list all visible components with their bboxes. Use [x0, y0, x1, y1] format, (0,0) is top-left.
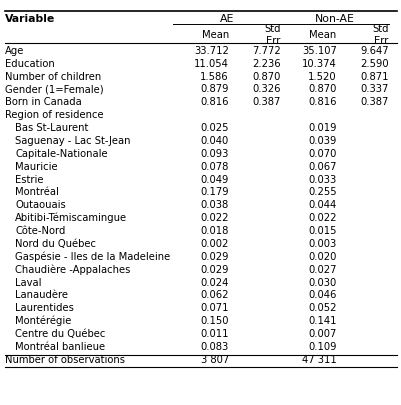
- Text: 0.024: 0.024: [200, 277, 229, 288]
- Text: Montérégie: Montérégie: [15, 316, 71, 326]
- Text: 0.179: 0.179: [200, 188, 229, 198]
- Text: 2.236: 2.236: [251, 59, 280, 69]
- Text: 0.011: 0.011: [200, 329, 229, 339]
- Text: Mean: Mean: [309, 30, 336, 40]
- Text: Education: Education: [5, 59, 55, 69]
- Text: 0.018: 0.018: [200, 226, 229, 236]
- Text: 0.071: 0.071: [200, 303, 229, 313]
- Text: Côte-Nord: Côte-Nord: [15, 226, 66, 236]
- Text: 0.387: 0.387: [359, 97, 388, 107]
- Text: 0.046: 0.046: [308, 290, 336, 301]
- Text: Laurentides: Laurentides: [15, 303, 74, 313]
- Text: Nord du Québec: Nord du Québec: [15, 239, 96, 249]
- Text: 0.387: 0.387: [252, 97, 280, 107]
- Text: 0.007: 0.007: [308, 329, 336, 339]
- Text: 0.015: 0.015: [308, 226, 336, 236]
- Text: 47 311: 47 311: [301, 355, 336, 365]
- Text: 0.030: 0.030: [308, 277, 336, 288]
- Text: 11.054: 11.054: [194, 59, 229, 69]
- Text: 0.020: 0.020: [308, 252, 336, 262]
- Text: 0.049: 0.049: [200, 175, 229, 185]
- Text: 0.337: 0.337: [359, 85, 388, 94]
- Text: 3 807: 3 807: [200, 355, 229, 365]
- Text: 9.647: 9.647: [359, 46, 388, 56]
- Text: 0.062: 0.062: [200, 290, 229, 301]
- Text: 0.870: 0.870: [252, 72, 280, 81]
- Text: 0.150: 0.150: [200, 316, 229, 326]
- Text: Number of children: Number of children: [5, 72, 101, 81]
- Text: Outaouais: Outaouais: [15, 200, 66, 210]
- Text: Estrie: Estrie: [15, 175, 44, 185]
- Text: Mauricie: Mauricie: [15, 162, 58, 172]
- Text: 0.326: 0.326: [252, 85, 280, 94]
- Text: Laval: Laval: [15, 277, 42, 288]
- Text: 0.255: 0.255: [307, 188, 336, 198]
- Text: Gender (1=Female): Gender (1=Female): [5, 85, 104, 94]
- Text: Born in Canada: Born in Canada: [5, 97, 82, 107]
- Text: Std
Err: Std Err: [371, 24, 388, 46]
- Text: Age: Age: [5, 46, 25, 56]
- Text: 0.141: 0.141: [308, 316, 336, 326]
- Text: 2.590: 2.590: [359, 59, 388, 69]
- Text: Centre du Québec: Centre du Québec: [15, 329, 105, 339]
- Text: Number of observations: Number of observations: [5, 355, 125, 365]
- Text: Capitale-Nationale: Capitale-Nationale: [15, 149, 108, 159]
- Text: 0.033: 0.033: [308, 175, 336, 185]
- Text: 0.019: 0.019: [308, 123, 336, 133]
- Text: 0.870: 0.870: [308, 85, 336, 94]
- Text: 0.816: 0.816: [308, 97, 336, 107]
- Text: 0.022: 0.022: [200, 213, 229, 223]
- Text: Montréal: Montréal: [15, 188, 59, 198]
- Text: 0.022: 0.022: [308, 213, 336, 223]
- Text: Region of residence: Region of residence: [5, 110, 104, 120]
- Text: Saguenay - Lac St-Jean: Saguenay - Lac St-Jean: [15, 136, 131, 146]
- Text: 0.078: 0.078: [200, 162, 229, 172]
- Text: 7.772: 7.772: [251, 46, 280, 56]
- Text: 0.083: 0.083: [200, 342, 229, 352]
- Text: AE: AE: [219, 14, 233, 23]
- Text: 0.029: 0.029: [200, 252, 229, 262]
- Text: 0.052: 0.052: [308, 303, 336, 313]
- Text: Lanaudère: Lanaudère: [15, 290, 68, 301]
- Text: 0.002: 0.002: [200, 239, 229, 249]
- Text: 0.871: 0.871: [359, 72, 388, 81]
- Text: 0.029: 0.029: [200, 265, 229, 275]
- Text: Non-AE: Non-AE: [314, 14, 354, 23]
- Text: 0.067: 0.067: [308, 162, 336, 172]
- Text: Std
Err: Std Err: [264, 24, 280, 46]
- Text: 0.039: 0.039: [308, 136, 336, 146]
- Text: 0.070: 0.070: [308, 149, 336, 159]
- Text: 0.109: 0.109: [308, 342, 336, 352]
- Text: Variable: Variable: [5, 14, 55, 23]
- Text: 0.027: 0.027: [308, 265, 336, 275]
- Text: Mean: Mean: [201, 30, 229, 40]
- Text: 33.712: 33.712: [194, 46, 229, 56]
- Text: 0.003: 0.003: [308, 239, 336, 249]
- Text: 10.374: 10.374: [301, 59, 336, 69]
- Text: Bas St-Laurent: Bas St-Laurent: [15, 123, 89, 133]
- Text: 1.520: 1.520: [307, 72, 336, 81]
- Text: 0.093: 0.093: [200, 149, 229, 159]
- Text: 0.025: 0.025: [200, 123, 229, 133]
- Text: Chaudière -Appalaches: Chaudière -Appalaches: [15, 264, 130, 275]
- Text: 0.879: 0.879: [200, 85, 229, 94]
- Text: Abitibi-Témiscamingue: Abitibi-Témiscamingue: [15, 213, 127, 224]
- Text: 0.044: 0.044: [308, 200, 336, 210]
- Text: 0.038: 0.038: [200, 200, 229, 210]
- Text: 0.040: 0.040: [200, 136, 229, 146]
- Text: 1.586: 1.586: [200, 72, 229, 81]
- Text: Montréal banlieue: Montréal banlieue: [15, 342, 105, 352]
- Text: 0.816: 0.816: [200, 97, 229, 107]
- Text: 35.107: 35.107: [301, 46, 336, 56]
- Text: Gaspésie - Iles de la Madeleine: Gaspésie - Iles de la Madeleine: [15, 252, 170, 262]
